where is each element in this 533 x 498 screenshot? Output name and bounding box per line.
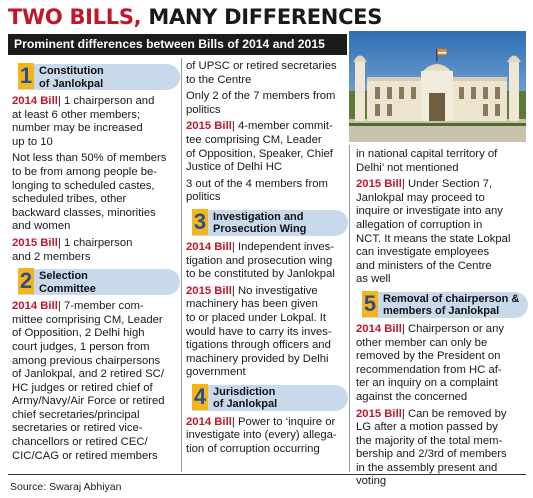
s5-2014: 2014 Bill| Chairperson or any other membe… xyxy=(356,322,505,403)
s4-2014: 2014 Bill| Power to ‘inquire or investiga… xyxy=(186,415,337,456)
section-4-header: 4 Jurisdiction of Janlokpal xyxy=(186,383,348,413)
section-3-title: Investigation and Prosecution Wing xyxy=(213,210,307,236)
divider-right xyxy=(349,145,350,472)
section-5-header: 5 Removal of chairperson & members of Jan… xyxy=(356,290,528,320)
s1-note: Not less than 50% of members to be from a… xyxy=(12,152,167,233)
section-1-number: 1 xyxy=(18,63,34,89)
s5-2015: 2015 Bill| Can be removed by LG after a m… xyxy=(356,407,507,488)
section-5-number: 5 xyxy=(362,290,378,317)
headline-red: TWO BILLS, xyxy=(8,5,142,29)
s1-2014: 2014 Bill| 1 chairperson and at least 6 o… xyxy=(12,95,155,148)
headline: TWO BILLS, MANY DIFFERENCES xyxy=(8,4,382,30)
subheading-bar: Prominent differences between Bills of 2… xyxy=(8,34,347,55)
headline-dark: MANY DIFFERENCES xyxy=(148,5,383,29)
divider-left xyxy=(181,58,182,472)
section-5-title: Removal of chairperson & members of Janlo… xyxy=(383,292,520,318)
bottom-rule xyxy=(8,474,526,475)
section-1-title: Constitution of Janlokpal xyxy=(39,65,104,90)
section-2-header: 2 Selection Committee xyxy=(12,267,180,297)
section-3-header: 3 Investigation and Prosecution Wing xyxy=(186,208,348,238)
source-credit: Source: Swaraj Abhiyan xyxy=(10,481,122,493)
s2-2014: 2014 Bill| 7-member com-mittee comprisin… xyxy=(12,300,165,462)
s3-2014: 2014 Bill| Independent inves-tigation an… xyxy=(186,240,335,281)
section-2-title: Selection Committee xyxy=(39,270,96,295)
section-4-number: 4 xyxy=(192,383,208,410)
column-3: in national capital territory of Delhi’ n… xyxy=(356,148,528,492)
s4-2015: 2015 Bill| Under Section 7, Janlokpal may… xyxy=(356,178,511,286)
assembly-photo xyxy=(349,31,526,142)
s2-2015: 2015 Bill| 4-member commit-tee comprisin… xyxy=(186,120,333,174)
section-2-number: 2 xyxy=(18,268,34,295)
s2-continued: of UPSC or retired secretaries to the Cen… xyxy=(186,60,337,86)
section-1-header: 1 Constitution of Janlokpal xyxy=(12,62,180,92)
s3-2015: 2015 Bill| No investigative machinery has… xyxy=(186,284,332,379)
s1-2015: 2015 Bill| 1 chairperson and 2 members xyxy=(12,236,133,263)
column-1: 1 Constitution of Janlokpal 2014 Bill| 1 … xyxy=(12,60,180,466)
s4-continued: in national capital territory of Delhi’ n… xyxy=(356,148,498,174)
s2-note1: Only 2 of the 7 members from politics xyxy=(186,90,336,116)
section-3-number: 3 xyxy=(192,208,208,235)
s2-note2: 3 out of the 4 members from politics xyxy=(186,177,328,204)
section-4-title: Jurisdiction of Janlokpal xyxy=(213,385,278,411)
column-2: of UPSC or retired secretaries to the Cen… xyxy=(186,60,348,460)
